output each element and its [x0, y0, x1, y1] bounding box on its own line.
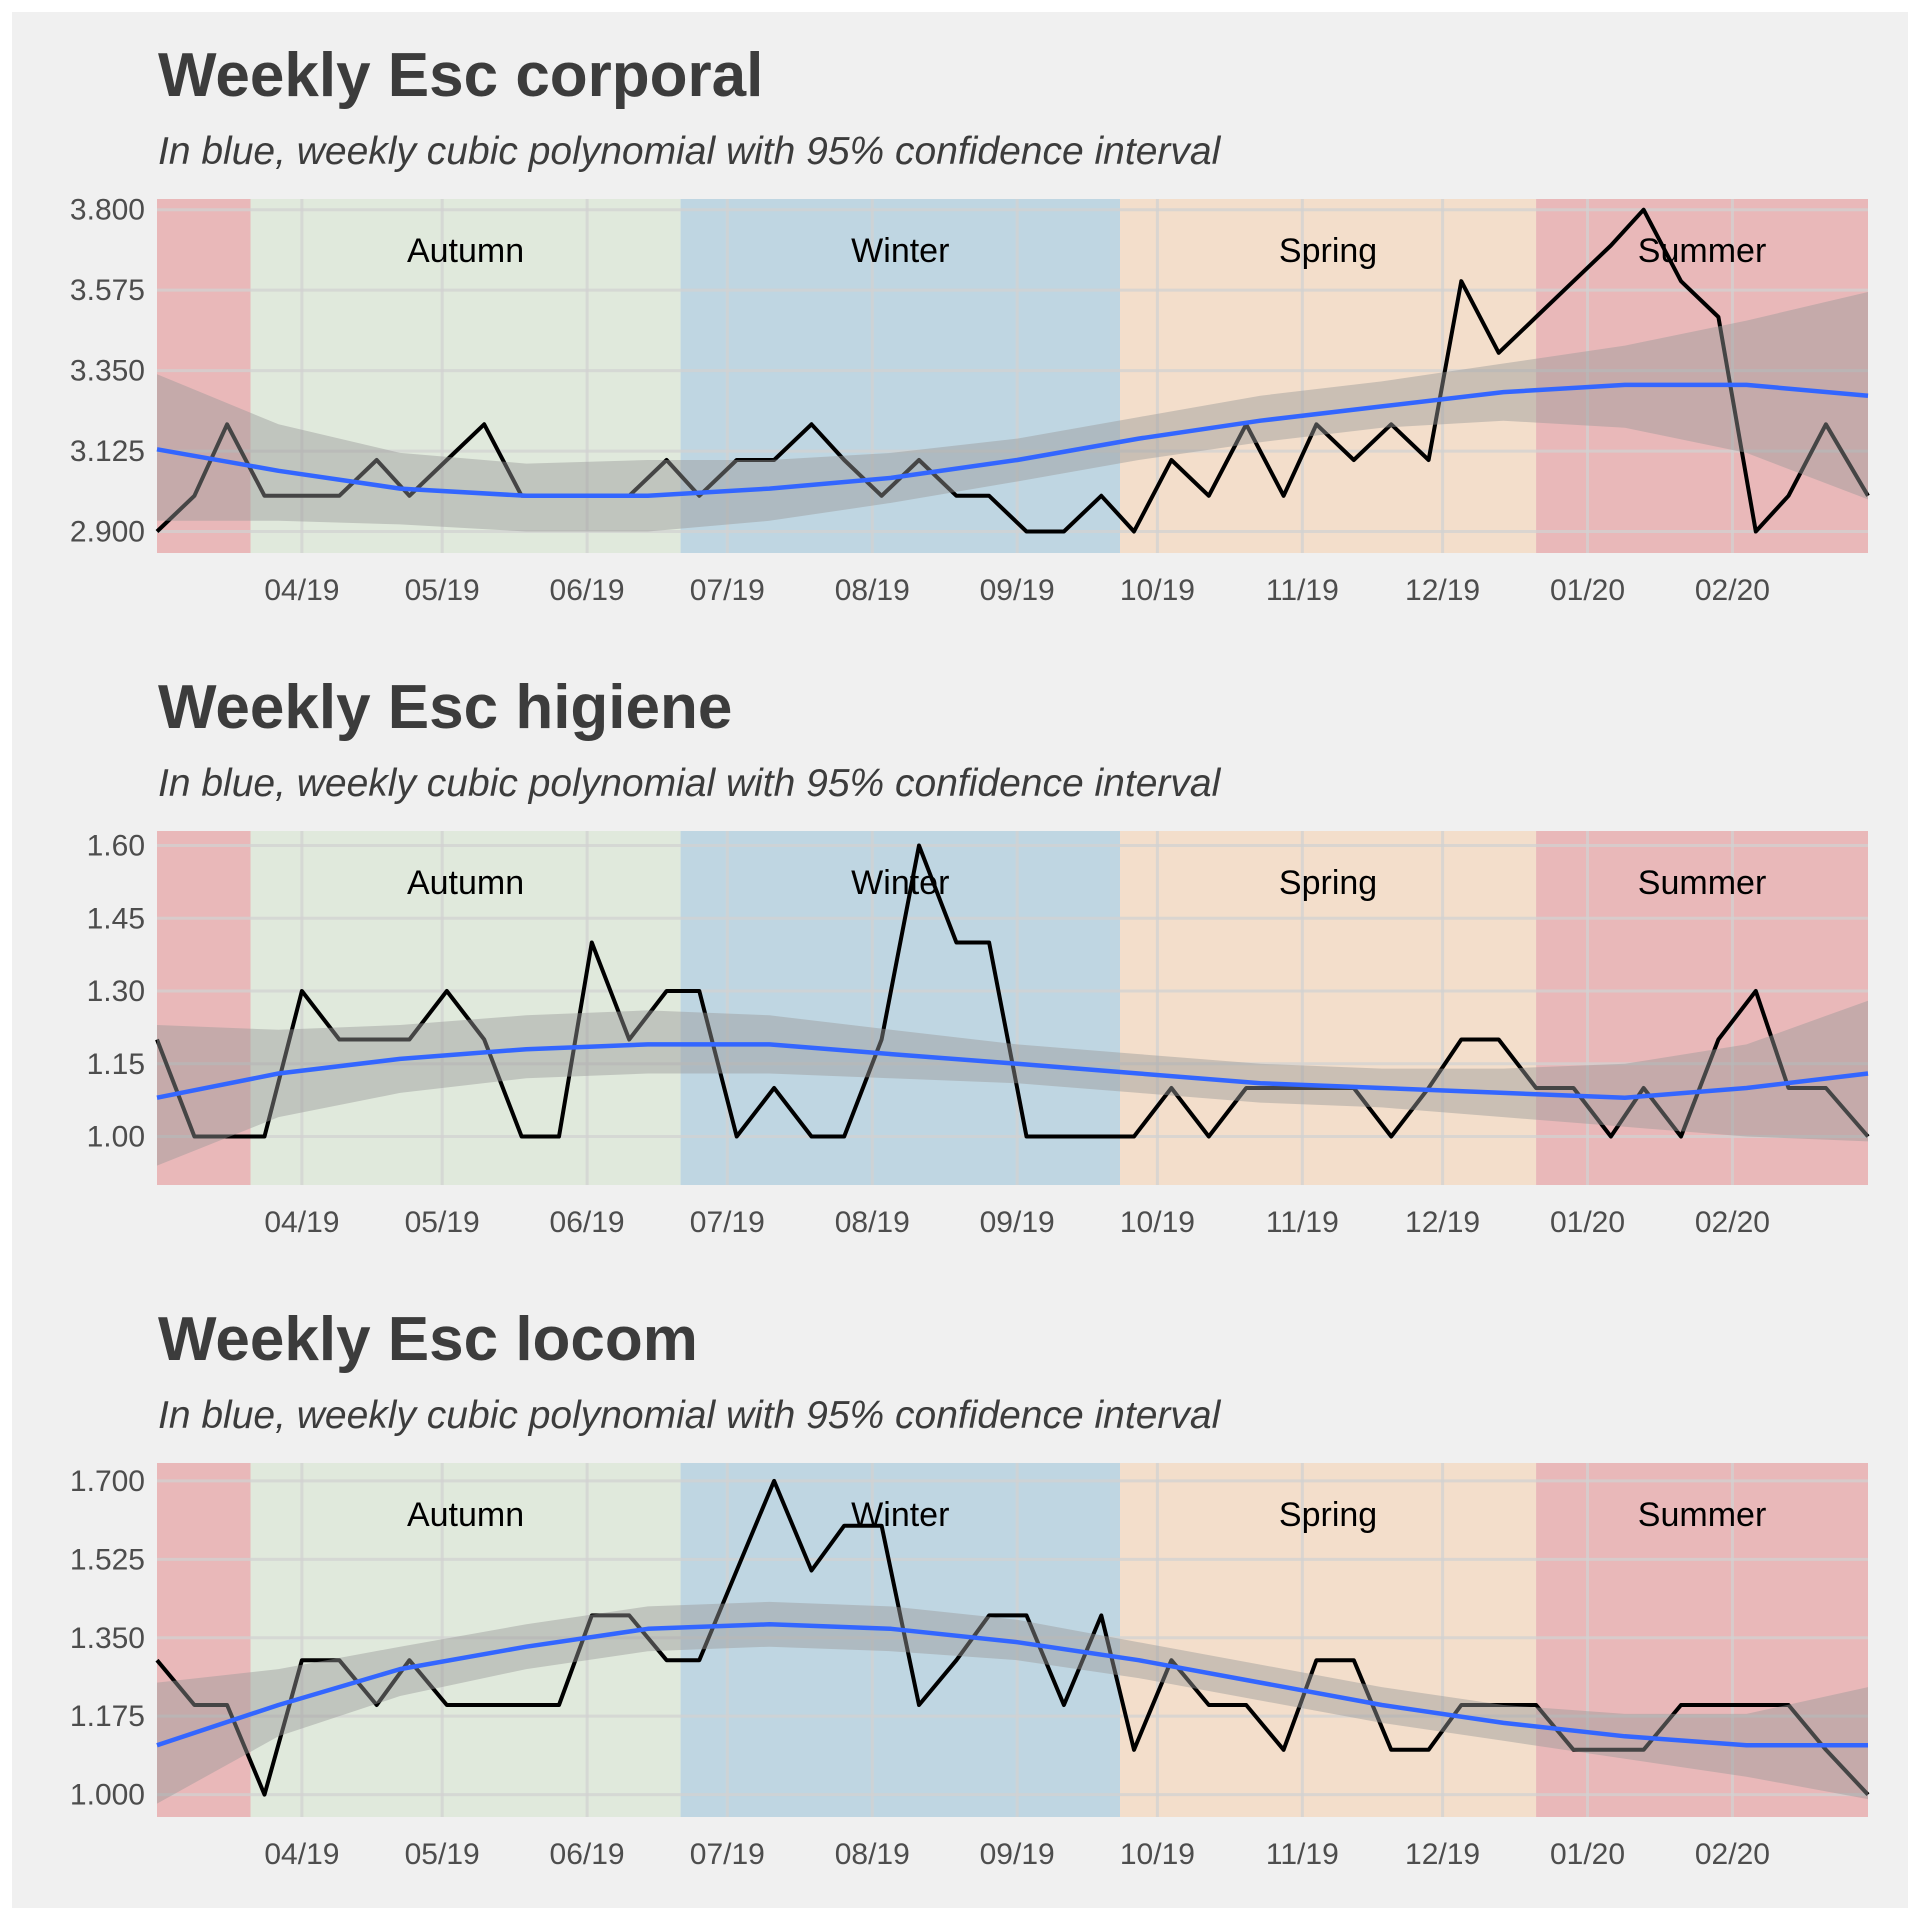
fit-line — [156, 1622, 1868, 1748]
x-tick-label: 04/19 — [264, 574, 339, 607]
x-tick-label: 01/20 — [1550, 1206, 1625, 1239]
x-tick-label: 01/20 — [1550, 574, 1625, 607]
fit-line — [156, 1042, 1869, 1100]
x-tick-label: 10/19 — [1120, 1206, 1195, 1239]
season-label: Autumn — [407, 864, 524, 902]
x-tick-label: 02/20 — [1695, 1838, 1770, 1871]
x-tick-label: 11/19 — [1266, 574, 1339, 607]
season-band — [680, 831, 1121, 1185]
x-tick-label: 05/19 — [405, 1838, 480, 1871]
x-tick-label: 05/19 — [405, 1206, 480, 1239]
x-tick-label: 04/19 — [264, 1838, 339, 1871]
season-label: Summer — [1638, 1496, 1766, 1534]
x-tick-label: 08/19 — [835, 1838, 910, 1871]
x-tick-label: 05/19 — [405, 574, 480, 607]
x-tick-label: 12/19 — [1405, 574, 1480, 607]
y-tick-label: 1.45 — [87, 902, 145, 935]
x-tick-label: 04/19 — [264, 1206, 339, 1239]
x-tick-label: 12/19 — [1405, 1206, 1480, 1239]
season-label: Autumn — [407, 1496, 524, 1534]
x-tick-label: 06/19 — [550, 1206, 625, 1239]
season-label: Summer — [1638, 864, 1766, 902]
season-bands — [157, 831, 1868, 1185]
season-band — [250, 1463, 681, 1817]
x-tick-label: 09/19 — [980, 574, 1055, 607]
y-tick-label: 1.175 — [70, 1700, 145, 1733]
x-tick-label: 09/19 — [980, 1206, 1055, 1239]
y-tick-label: 3.350 — [70, 355, 145, 388]
y-tick-label: 1.525 — [70, 1543, 145, 1576]
x-tick-label: 07/19 — [690, 1206, 765, 1239]
x-tick-label: 07/19 — [690, 574, 765, 607]
season-label: Autumn — [407, 232, 524, 270]
x-tick-label: 10/19 — [1120, 1838, 1195, 1871]
x-tick-label: 02/20 — [1695, 1206, 1770, 1239]
season-band — [1120, 199, 1537, 553]
season-bands — [157, 199, 1868, 553]
chart-panel-corporal: Weekly Esc corporal In blue, weekly cubi… — [12, 12, 1908, 642]
x-tick-label: 09/19 — [980, 1838, 1055, 1871]
x-tick-label: 06/19 — [550, 1838, 625, 1871]
y-tick-label: 1.350 — [70, 1622, 145, 1655]
x-tick-label: 11/19 — [1266, 1838, 1339, 1871]
y-tick-label: 1.700 — [70, 1465, 145, 1498]
y-tick-label: 1.00 — [87, 1121, 145, 1154]
chart-panel-higiene: Weekly Esc higiene In blue, weekly cubic… — [12, 644, 1908, 1274]
season-band — [157, 1463, 251, 1817]
series-line — [155, 1478, 1870, 1797]
chart-plot-corporal: Autumn Winter Spring Summer2.9003.1253.3503… — [70, 194, 1870, 607]
chart-plot-higiene: Autumn Winter Spring Summer1.001.151.301.45… — [87, 830, 1870, 1239]
season-band — [1120, 1463, 1537, 1817]
confidence-band — [157, 1601, 1868, 1804]
season-band — [680, 1463, 1121, 1817]
figure: Weekly Esc corporal In blue, weekly cubi… — [12, 12, 1908, 1908]
season-band — [250, 831, 681, 1185]
fit-line — [156, 382, 1869, 499]
chart-panel-locom: Weekly Esc locom In blue, weekly cubic p… — [12, 1276, 1908, 1906]
x-tick-label: 08/19 — [835, 574, 910, 607]
y-tick-label: 1.30 — [87, 975, 145, 1008]
season-band — [1536, 199, 1868, 553]
y-tick-label: 1.60 — [87, 830, 145, 863]
season-label: Winter — [851, 1496, 949, 1534]
y-tick-label: 3.125 — [70, 435, 145, 468]
y-tick-label: 2.900 — [70, 516, 145, 549]
y-tick-label: 1.15 — [87, 1048, 145, 1081]
y-tick-label: 3.575 — [70, 274, 145, 307]
chart-title: Weekly Esc higiene — [158, 673, 733, 742]
x-tick-label: 10/19 — [1120, 574, 1195, 607]
chart-plot-locom: Autumn Winter Spring Summer 1.000 1.175 1.350 1… — [70, 1463, 1870, 1871]
season-band — [680, 199, 1121, 553]
season-bands — [157, 1463, 1868, 1817]
x-tick-label: 12/19 — [1405, 1838, 1480, 1871]
confidence-band — [157, 292, 1868, 532]
season-band — [1120, 831, 1537, 1185]
season-label: Winter — [851, 232, 949, 270]
series-line — [155, 207, 1870, 534]
season-label: Spring — [1279, 232, 1377, 270]
x-tick-label: 02/20 — [1695, 574, 1770, 607]
x-tick-label: 01/20 — [1550, 1838, 1625, 1871]
x-tick-label: 06/19 — [550, 574, 625, 607]
season-band — [157, 199, 251, 553]
chart-subtitle: In blue, weekly cubic polynomial with 95… — [158, 1394, 1221, 1437]
x-tick-label: 08/19 — [835, 1206, 910, 1239]
chart-subtitle: In blue, weekly cubic polynomial with 95… — [158, 762, 1221, 805]
y-tick-label: 1.000 — [70, 1779, 145, 1812]
season-label: Spring — [1279, 864, 1377, 902]
confidence-band — [157, 1000, 1868, 1166]
season-label: Spring — [1279, 1496, 1377, 1534]
x-tick-label: 11/19 — [1266, 1206, 1339, 1239]
chart-subtitle: In blue, weekly cubic polynomial with 95… — [158, 130, 1221, 173]
season-band — [1536, 1463, 1868, 1817]
season-band — [1536, 831, 1868, 1185]
season-band — [157, 831, 251, 1185]
chart-title: Weekly Esc locom — [158, 1305, 698, 1374]
x-tick-label: 07/19 — [690, 1838, 765, 1871]
y-tick-label: 3.800 — [70, 194, 145, 227]
grid — [157, 1463, 1868, 1817]
chart-title: Weekly Esc corporal — [158, 41, 764, 110]
